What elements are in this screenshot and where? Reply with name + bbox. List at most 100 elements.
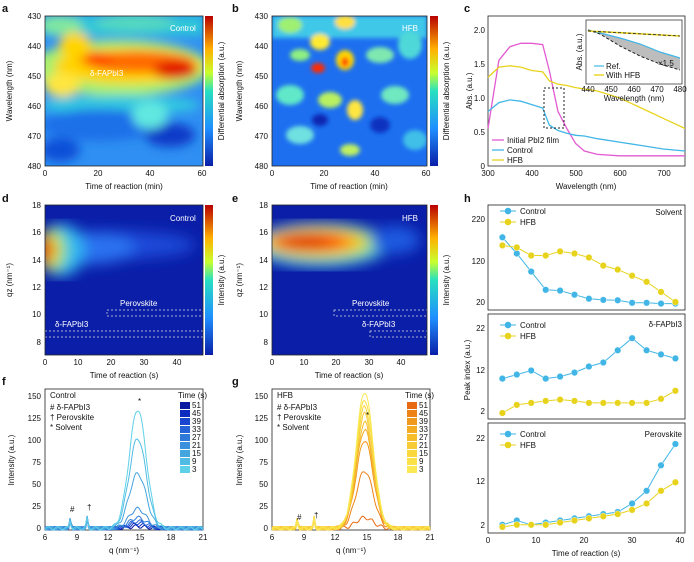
- marker-solvent: * Solvent: [50, 423, 83, 432]
- x-tick: 20: [320, 169, 329, 178]
- data-point: [498, 375, 506, 383]
- y-tick: 50: [32, 480, 41, 489]
- legend-time: 33: [192, 425, 201, 434]
- legend-time: 9: [419, 457, 424, 466]
- data-point: [671, 440, 679, 448]
- y-axis-label: Wavelength (nm): [235, 60, 244, 121]
- legend-control: Control: [520, 430, 546, 439]
- y-ticks: 220 120 20 22 12 2 22 12 2: [472, 215, 486, 530]
- x-tick: 6: [270, 533, 275, 542]
- data-point: [513, 249, 521, 257]
- y-ticks: 0 25 50 75 100 125 150: [28, 392, 42, 533]
- data-point: [571, 397, 579, 405]
- series-line: [502, 443, 676, 526]
- diffraction-lines: [271, 393, 431, 531]
- colorbar-label: Differential absorption (a.u.): [442, 41, 451, 140]
- y-ticks: 8 10 12 14 16 18: [259, 201, 268, 347]
- data-point: [585, 514, 593, 522]
- data-point: [614, 399, 622, 407]
- legend-swatch: [407, 410, 417, 417]
- inset-legend-ref: Ref.: [606, 62, 621, 71]
- plot-frame: [271, 388, 431, 531]
- y-tick: 125: [28, 414, 42, 423]
- data-point: [498, 233, 506, 241]
- data-point: [527, 521, 535, 529]
- x-ticks: 0 10 20 30 40: [43, 358, 182, 367]
- y-axis-label: Wavelength (nm): [5, 60, 14, 121]
- panel-letter: h: [464, 193, 471, 205]
- data-point: [556, 396, 564, 404]
- y-tick: 25: [259, 502, 268, 511]
- data-point: [527, 367, 535, 375]
- data-point: [542, 397, 550, 405]
- legend: Initial PbI2 film Control HFB: [492, 136, 559, 165]
- y-tick: 22: [476, 324, 485, 333]
- legend-time: 27: [192, 433, 201, 442]
- y-tick: 150: [28, 392, 42, 401]
- x-tick: 20: [332, 358, 341, 367]
- marker-solvent: * Solvent: [277, 423, 310, 432]
- legend-swatch: [180, 434, 190, 441]
- y-tick: 75: [32, 458, 41, 467]
- data-point: [513, 401, 521, 409]
- y-tick: 0: [481, 162, 486, 171]
- x-tick: 0: [270, 169, 275, 178]
- colorbar: [430, 16, 438, 166]
- x-tick: 6: [43, 533, 48, 542]
- x-ticks: 6 9 12 15 18 21: [270, 533, 435, 542]
- x-tick: 12: [331, 533, 340, 542]
- data-point: [628, 299, 636, 307]
- x-tick: 21: [426, 533, 435, 542]
- x-tick: 700: [657, 169, 671, 178]
- legend-time: 15: [419, 449, 428, 458]
- legend-swatch: [180, 458, 190, 465]
- data-point: [542, 521, 550, 529]
- x-tick: 60: [198, 169, 207, 178]
- inset-x-tick: 480: [673, 85, 687, 94]
- heatmap-e: [272, 205, 427, 355]
- marker-perovskite: † Perovskite: [277, 413, 322, 422]
- y-axis-label: Abs. (a.u.): [465, 72, 474, 109]
- x-tick: 40: [173, 358, 182, 367]
- legend-swatch: [407, 418, 417, 425]
- x-ticks: 0 10 20 30 40: [270, 358, 406, 367]
- data-point: [556, 373, 564, 381]
- x-tick: 60: [422, 169, 431, 178]
- series-line: [487, 99, 686, 152]
- y-tick: 22: [476, 434, 485, 443]
- data-point: [599, 359, 607, 367]
- label-perovskite: Perovskite: [120, 299, 158, 308]
- label-hfb: HFB: [402, 214, 418, 223]
- colorbar-label: Intensity (a.u.): [217, 254, 226, 305]
- label-delta-fapbi3: δ-FAPbI3: [55, 320, 89, 329]
- x-tick: 15: [363, 533, 372, 542]
- x-tick: 18: [394, 533, 403, 542]
- colorbar-label: Intensity (a.u.): [442, 254, 451, 305]
- legend-time: 45: [419, 409, 428, 418]
- y-tick: 1.0: [474, 94, 486, 103]
- subplot-delta-frame: [487, 313, 686, 420]
- x-tick: 21: [199, 533, 208, 542]
- x-axis-label: Time of reaction (min): [85, 182, 163, 191]
- x-tick: 9: [302, 533, 307, 542]
- x-tick: 40: [146, 169, 155, 178]
- x-tick: 40: [676, 536, 685, 545]
- x-ticks: 300 400 500 600 700: [481, 169, 671, 178]
- y-tick: 10: [259, 310, 268, 319]
- x-ticks: 6 9 12 15 18 21: [43, 533, 208, 542]
- panel-e: e HFB Perovskite δ-FAPbI3 Intensity (a.u…: [232, 193, 451, 380]
- inset: ×1.5 Ref. With HFB 440 450 460 470 480 W…: [575, 19, 687, 103]
- legend-swatch: [407, 458, 417, 465]
- panel-letter: a: [2, 3, 9, 15]
- x-axis-label: Time of reaction (s): [90, 371, 159, 380]
- series-line: [271, 428, 431, 531]
- legend-time: 21: [192, 441, 201, 450]
- data-point: [614, 266, 622, 274]
- data-point: [599, 399, 607, 407]
- inset-x-tick: 450: [604, 85, 618, 94]
- legend-swatch: [180, 402, 190, 409]
- data-point: [671, 354, 679, 362]
- legend-swatch: [180, 410, 190, 417]
- legend-swatch: [407, 466, 417, 473]
- data-point: [643, 346, 651, 354]
